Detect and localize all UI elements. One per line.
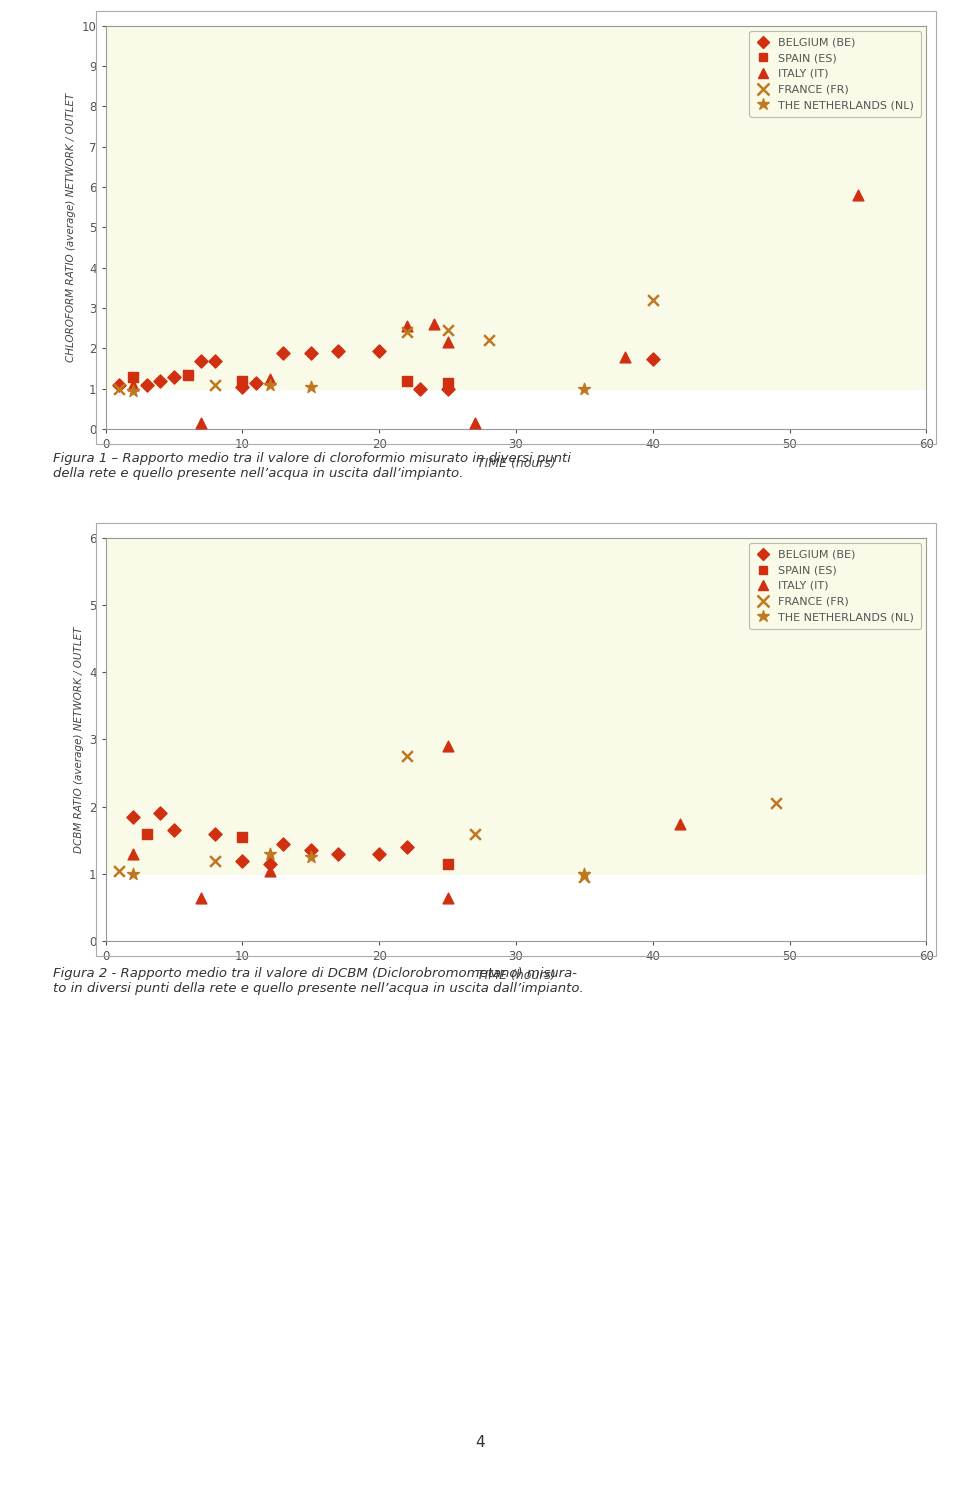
- Point: [125, 861, 140, 886]
- Point: [153, 369, 168, 393]
- Point: [166, 818, 181, 842]
- Point: [330, 339, 346, 363]
- Point: [645, 346, 660, 370]
- Point: [468, 411, 483, 435]
- Point: [577, 866, 592, 890]
- Point: [303, 375, 319, 399]
- Point: [111, 858, 127, 883]
- Point: [139, 822, 155, 846]
- Point: [398, 321, 414, 345]
- Point: [851, 184, 866, 208]
- Point: [234, 848, 250, 872]
- Point: [577, 376, 592, 401]
- Point: [468, 822, 483, 846]
- Point: [440, 733, 455, 758]
- Point: [440, 886, 455, 910]
- Point: [618, 345, 634, 369]
- Point: [303, 839, 319, 863]
- Point: [207, 822, 223, 846]
- Y-axis label: CHLOROFORM RATIO (average) NETWORK / OUTLET: CHLOROFORM RATIO (average) NETWORK / OUT…: [66, 93, 76, 361]
- Text: Figura 1 – Rapporto medio tra il valore di cloroformio misurato in diversi punti: Figura 1 – Rapporto medio tra il valore …: [53, 452, 570, 480]
- Point: [166, 364, 181, 389]
- FancyBboxPatch shape: [106, 538, 926, 873]
- Y-axis label: DCBM RATIO (average) NETWORK / OUTLET: DCBM RATIO (average) NETWORK / OUTLET: [74, 626, 84, 852]
- Point: [207, 848, 223, 872]
- Point: [125, 364, 140, 389]
- Point: [413, 376, 428, 401]
- Legend: BELGIUM (BE), SPAIN (ES), ITALY (IT), FRANCE (FR), THE NETHERLANDS (NL): BELGIUM (BE), SPAIN (ES), ITALY (IT), FR…: [750, 544, 921, 628]
- Point: [262, 852, 277, 876]
- X-axis label: TIME (hours): TIME (hours): [476, 968, 556, 982]
- Point: [262, 373, 277, 398]
- Point: [768, 791, 783, 815]
- Point: [398, 744, 414, 768]
- Point: [330, 842, 346, 866]
- Point: [426, 312, 442, 336]
- Point: [440, 370, 455, 395]
- Point: [125, 842, 140, 866]
- Point: [207, 373, 223, 398]
- Point: [207, 348, 223, 372]
- Point: [139, 373, 155, 398]
- Point: [303, 340, 319, 364]
- Point: [153, 801, 168, 825]
- Point: [440, 852, 455, 876]
- Point: [398, 834, 414, 858]
- Point: [398, 369, 414, 393]
- Point: [262, 367, 277, 392]
- Point: [398, 315, 414, 339]
- Point: [234, 825, 250, 849]
- Point: [125, 380, 140, 404]
- Point: [276, 831, 291, 855]
- Text: Figura 2 - Rapporto medio tra il valore di DCBM (Diclorobromometano) misura-
to : Figura 2 - Rapporto medio tra il valore …: [53, 967, 584, 995]
- Point: [180, 363, 196, 387]
- Point: [234, 375, 250, 399]
- Point: [440, 376, 455, 401]
- Point: [194, 411, 209, 435]
- Point: [276, 340, 291, 364]
- Point: [125, 373, 140, 398]
- Point: [234, 369, 250, 393]
- Legend: BELGIUM (BE), SPAIN (ES), ITALY (IT), FRANCE (FR), THE NETHERLANDS (NL): BELGIUM (BE), SPAIN (ES), ITALY (IT), FR…: [750, 32, 921, 116]
- Point: [249, 370, 264, 395]
- Point: [372, 842, 387, 866]
- Point: [303, 845, 319, 869]
- Point: [194, 886, 209, 910]
- X-axis label: TIME (hours): TIME (hours): [476, 456, 556, 470]
- Point: [440, 330, 455, 354]
- Text: 4: 4: [475, 1435, 485, 1450]
- Point: [481, 328, 496, 352]
- Point: [262, 842, 277, 866]
- Point: [125, 804, 140, 828]
- Point: [645, 288, 660, 312]
- Point: [372, 339, 387, 363]
- Point: [111, 376, 127, 401]
- Point: [440, 318, 455, 342]
- Point: [111, 373, 127, 398]
- Point: [262, 858, 277, 883]
- FancyBboxPatch shape: [106, 26, 926, 389]
- Point: [577, 861, 592, 886]
- Point: [194, 348, 209, 372]
- Point: [672, 812, 687, 836]
